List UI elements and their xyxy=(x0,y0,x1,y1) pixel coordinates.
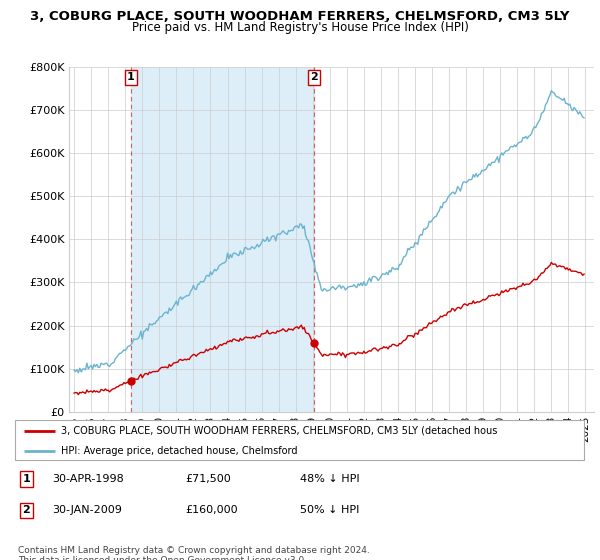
Text: £71,500: £71,500 xyxy=(185,474,230,484)
Text: 2: 2 xyxy=(23,505,30,515)
Text: 1: 1 xyxy=(23,474,30,484)
Text: HPI: Average price, detached house, Chelmsford: HPI: Average price, detached house, Chel… xyxy=(61,446,298,456)
Text: Price paid vs. HM Land Registry's House Price Index (HPI): Price paid vs. HM Land Registry's House … xyxy=(131,21,469,34)
FancyBboxPatch shape xyxy=(15,420,584,460)
Text: 3, COBURG PLACE, SOUTH WOODHAM FERRERS, CHELMSFORD, CM3 5LY: 3, COBURG PLACE, SOUTH WOODHAM FERRERS, … xyxy=(30,10,570,23)
Text: 3, COBURG PLACE, SOUTH WOODHAM FERRERS, CHELMSFORD, CM3 5LY (detached hous: 3, COBURG PLACE, SOUTH WOODHAM FERRERS, … xyxy=(61,426,497,436)
Text: 30-JAN-2009: 30-JAN-2009 xyxy=(52,505,122,515)
Text: 2: 2 xyxy=(310,72,318,82)
Text: 48% ↓ HPI: 48% ↓ HPI xyxy=(300,474,359,484)
Bar xyxy=(131,67,314,412)
Text: 1: 1 xyxy=(127,72,135,82)
Text: 50% ↓ HPI: 50% ↓ HPI xyxy=(300,505,359,515)
Text: £160,000: £160,000 xyxy=(185,505,238,515)
Text: 30-APR-1998: 30-APR-1998 xyxy=(52,474,124,484)
Text: Contains HM Land Registry data © Crown copyright and database right 2024.
This d: Contains HM Land Registry data © Crown c… xyxy=(18,546,370,560)
